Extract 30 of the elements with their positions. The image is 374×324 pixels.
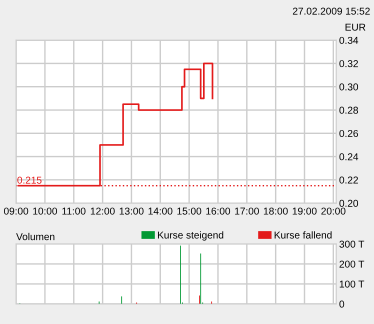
y-tick-label: 0.20 bbox=[339, 200, 358, 207]
x-tick-label: 16:00 bbox=[206, 208, 230, 215]
y-tick-label: 0.24 bbox=[339, 153, 358, 160]
x-tick-label: 17:00 bbox=[235, 208, 259, 215]
x-tick-label: 11:00 bbox=[62, 208, 86, 215]
legend-label: Kurse steigend bbox=[158, 231, 224, 241]
x-tick-label: 15:00 bbox=[177, 208, 202, 215]
x-tick-label: 12:00 bbox=[90, 208, 115, 215]
x-tick-label: 19:00 bbox=[292, 208, 317, 215]
y-tick-label: 0.34 bbox=[339, 36, 358, 44]
y-tick-label: 100 T bbox=[340, 280, 364, 288]
x-tick-label: 14:00 bbox=[148, 208, 172, 215]
chart-title: 27.02.2009 15:52 bbox=[292, 8, 370, 15]
y-axis-title: EUR bbox=[346, 24, 366, 31]
x-tick-label: 13:00 bbox=[120, 208, 144, 215]
y-tick-label: 300 T bbox=[339, 240, 364, 248]
x-tick-label: 10:00 bbox=[33, 208, 58, 215]
chart-title: Volumen bbox=[16, 232, 54, 240]
x-tick-label: 09:00 bbox=[4, 208, 28, 215]
y-tick-label: 0 bbox=[339, 300, 344, 308]
y-tick-label: 0.26 bbox=[339, 130, 358, 138]
legend-label: Kurse fallend bbox=[274, 231, 332, 239]
y-tick-label: 200 T bbox=[340, 260, 364, 268]
ref-line-label: 0.215 bbox=[17, 176, 42, 184]
x-tick-label: 20:00 bbox=[321, 208, 346, 215]
y-tick-label: 0.22 bbox=[339, 176, 358, 184]
y-tick-label: 0.30 bbox=[339, 83, 358, 90]
y-tick-label: 0.28 bbox=[339, 106, 358, 114]
x-tick-label: 18:00 bbox=[264, 208, 288, 215]
y-tick-label: 0.32 bbox=[339, 60, 358, 68]
